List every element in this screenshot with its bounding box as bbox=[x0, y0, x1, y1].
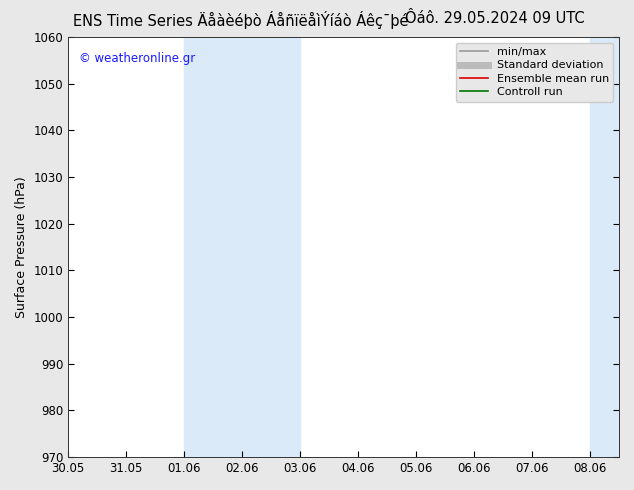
Bar bbox=[184, 37, 300, 457]
Text: Ôáô. 29.05.2024 09 UTC: Ôáô. 29.05.2024 09 UTC bbox=[404, 11, 585, 26]
Text: © weatheronline.gr: © weatheronline.gr bbox=[79, 52, 195, 65]
Y-axis label: Surface Pressure (hPa): Surface Pressure (hPa) bbox=[15, 176, 28, 318]
Text: ENS Time Series Äåàèéþò ÁåñïëåìÝíáò Áêç¯þé: ENS Time Series Äåàèéþò ÁåñïëåìÝíáò Áêç¯… bbox=[73, 11, 409, 29]
Bar bbox=[590, 37, 619, 457]
Legend: min/max, Standard deviation, Ensemble mean run, Controll run: min/max, Standard deviation, Ensemble me… bbox=[456, 43, 614, 101]
